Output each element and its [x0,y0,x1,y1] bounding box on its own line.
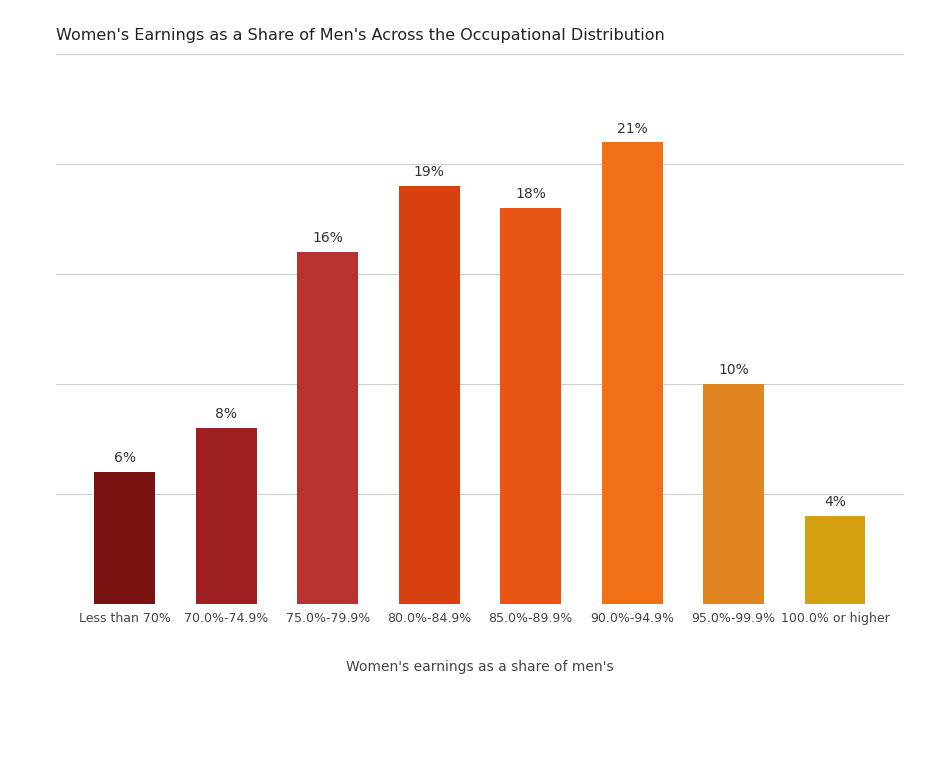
Bar [196,428,257,604]
Text: 21%: 21% [617,122,648,135]
Text: 6%: 6% [114,451,136,465]
Bar [500,208,561,604]
Bar [297,252,358,604]
Bar [94,472,156,604]
X-axis label: Women's earnings as a share of men's: Women's earnings as a share of men's [346,659,614,674]
Text: 19%: 19% [414,166,445,180]
Bar [602,142,663,604]
Text: 16%: 16% [312,231,343,245]
Bar [703,384,764,604]
Text: 4%: 4% [824,495,846,509]
Bar [804,515,866,604]
Text: 10%: 10% [719,363,749,377]
Text: 18%: 18% [515,187,546,201]
Bar [399,186,459,604]
Text: 8%: 8% [215,407,238,421]
Text: Women's Earnings as a Share of Men's Across the Occupational Distribution: Women's Earnings as a Share of Men's Acr… [56,29,665,43]
